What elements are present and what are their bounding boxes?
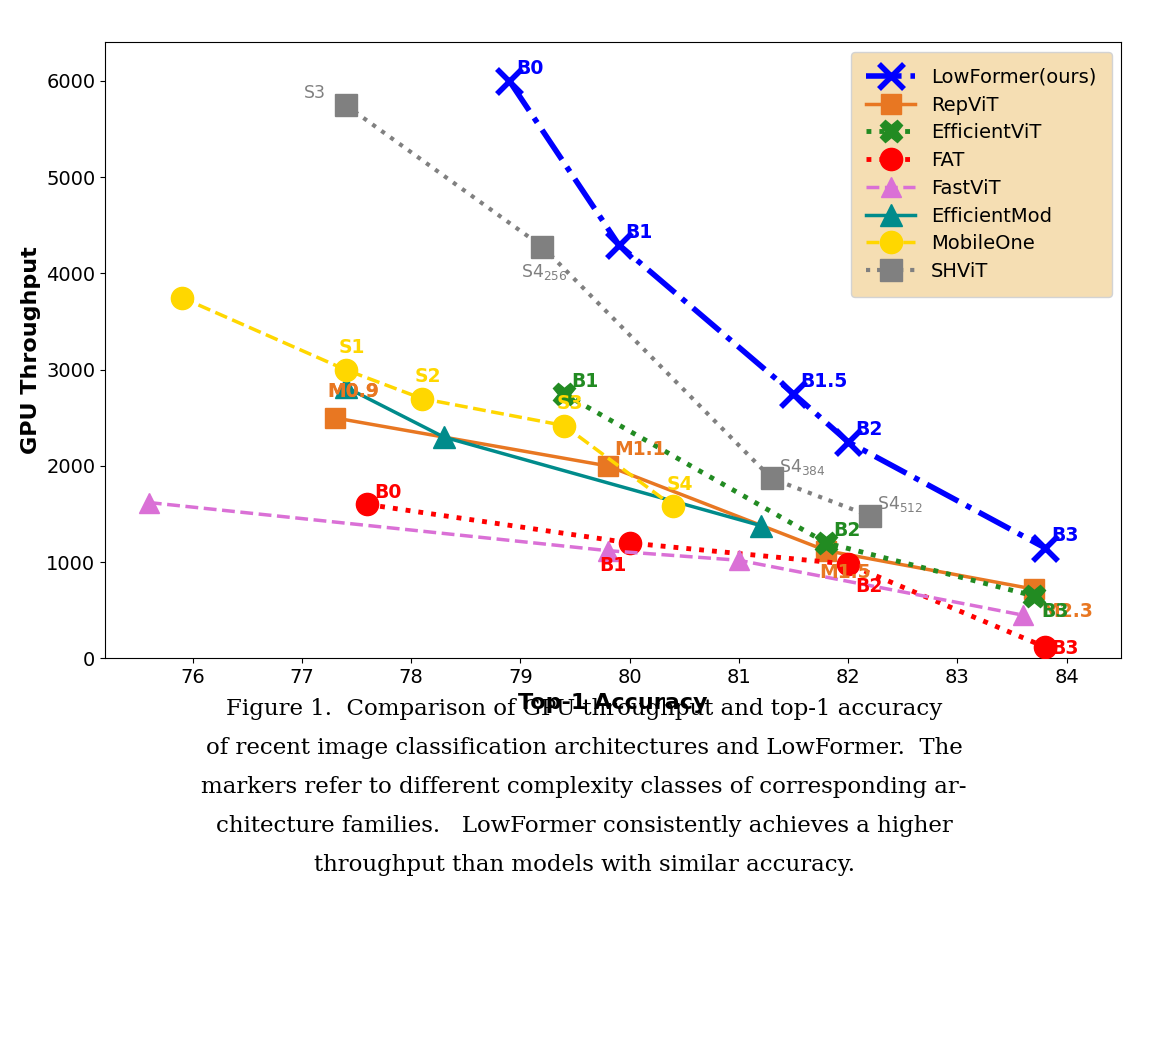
FAT [1038,640,1052,653]
Line: SHViT: SHViT [334,93,881,527]
EfficientViT [819,536,833,549]
Text: M0.9: M0.9 [328,382,380,401]
Line: EfficientViT: EfficientViT [552,382,1045,607]
Text: B0: B0 [516,59,544,78]
Text: B2: B2 [855,577,883,596]
Text: M2.3: M2.3 [1041,602,1093,621]
Line: FAT: FAT [356,494,1056,658]
Text: B1.5: B1.5 [800,372,848,391]
LowFormer(ours) [612,238,626,251]
LowFormer(ours) [1038,542,1052,554]
SHViT [535,240,549,253]
Text: S2: S2 [415,366,442,386]
X-axis label: Top-1 Accuracy: Top-1 Accuracy [519,692,708,713]
LowFormer(ours) [502,74,516,87]
SHViT [339,99,353,112]
Line: FastViT: FastViT [139,493,1033,624]
Text: S4: S4 [667,475,693,494]
MobileOne [557,419,571,432]
LowFormer(ours) [841,435,855,448]
Text: S4$_{384}$: S4$_{384}$ [779,457,826,477]
Text: B3: B3 [1051,639,1079,657]
RepViT [327,411,341,424]
FastViT [1016,609,1030,621]
MobileOne [174,291,188,304]
MobileOne [339,363,353,376]
RepViT [600,460,614,473]
Text: B0: B0 [374,482,402,501]
Line: RepViT: RepViT [325,408,1043,599]
Text: B1: B1 [599,555,626,575]
Text: S3: S3 [304,84,326,102]
Text: S4$_{512}$: S4$_{512}$ [877,494,923,514]
Text: M1.5: M1.5 [819,564,871,582]
SHViT [863,510,877,523]
Text: B2: B2 [833,521,861,539]
FastViT [732,554,746,567]
Legend: LowFormer(ours), RepViT, EfficientViT, FAT, FastViT, EfficientMod, MobileOne, SH: LowFormer(ours), RepViT, EfficientViT, F… [851,52,1112,296]
Text: B2: B2 [855,419,883,439]
Y-axis label: GPU Throughput: GPU Throughput [21,246,41,455]
Text: B3: B3 [1051,526,1079,545]
Line: MobileOne: MobileOne [171,287,684,517]
EfficientViT [557,388,571,400]
Text: M0.9: M0.9 [328,382,380,401]
FastViT [600,544,614,556]
Text: S1: S1 [339,338,364,357]
MobileOne [666,500,680,513]
Text: Figure 1.  Comparison of GPU throughput and top-1 accuracy
of recent image class: Figure 1. Comparison of GPU throughput a… [201,698,967,875]
Text: B3: B3 [1041,602,1069,620]
EfficientMod [339,380,353,393]
FastViT [141,496,155,509]
Text: B1: B1 [626,223,653,242]
EfficientMod [753,519,767,532]
Text: S4$_{256}$: S4$_{256}$ [521,262,568,282]
Line: EfficientMod: EfficientMod [334,376,772,536]
FAT [361,498,375,511]
EfficientViT [1027,589,1041,602]
FAT [623,536,637,549]
SHViT [765,473,779,485]
Text: B1: B1 [571,372,598,391]
RepViT [819,544,833,556]
Text: S3: S3 [557,394,584,413]
Line: LowFormer(ours): LowFormer(ours) [496,68,1057,561]
Text: M1.1: M1.1 [614,440,666,459]
FAT [841,558,855,570]
RepViT [1027,583,1041,596]
EfficientMod [437,431,451,444]
LowFormer(ours) [786,388,800,400]
MobileOne [415,392,429,405]
